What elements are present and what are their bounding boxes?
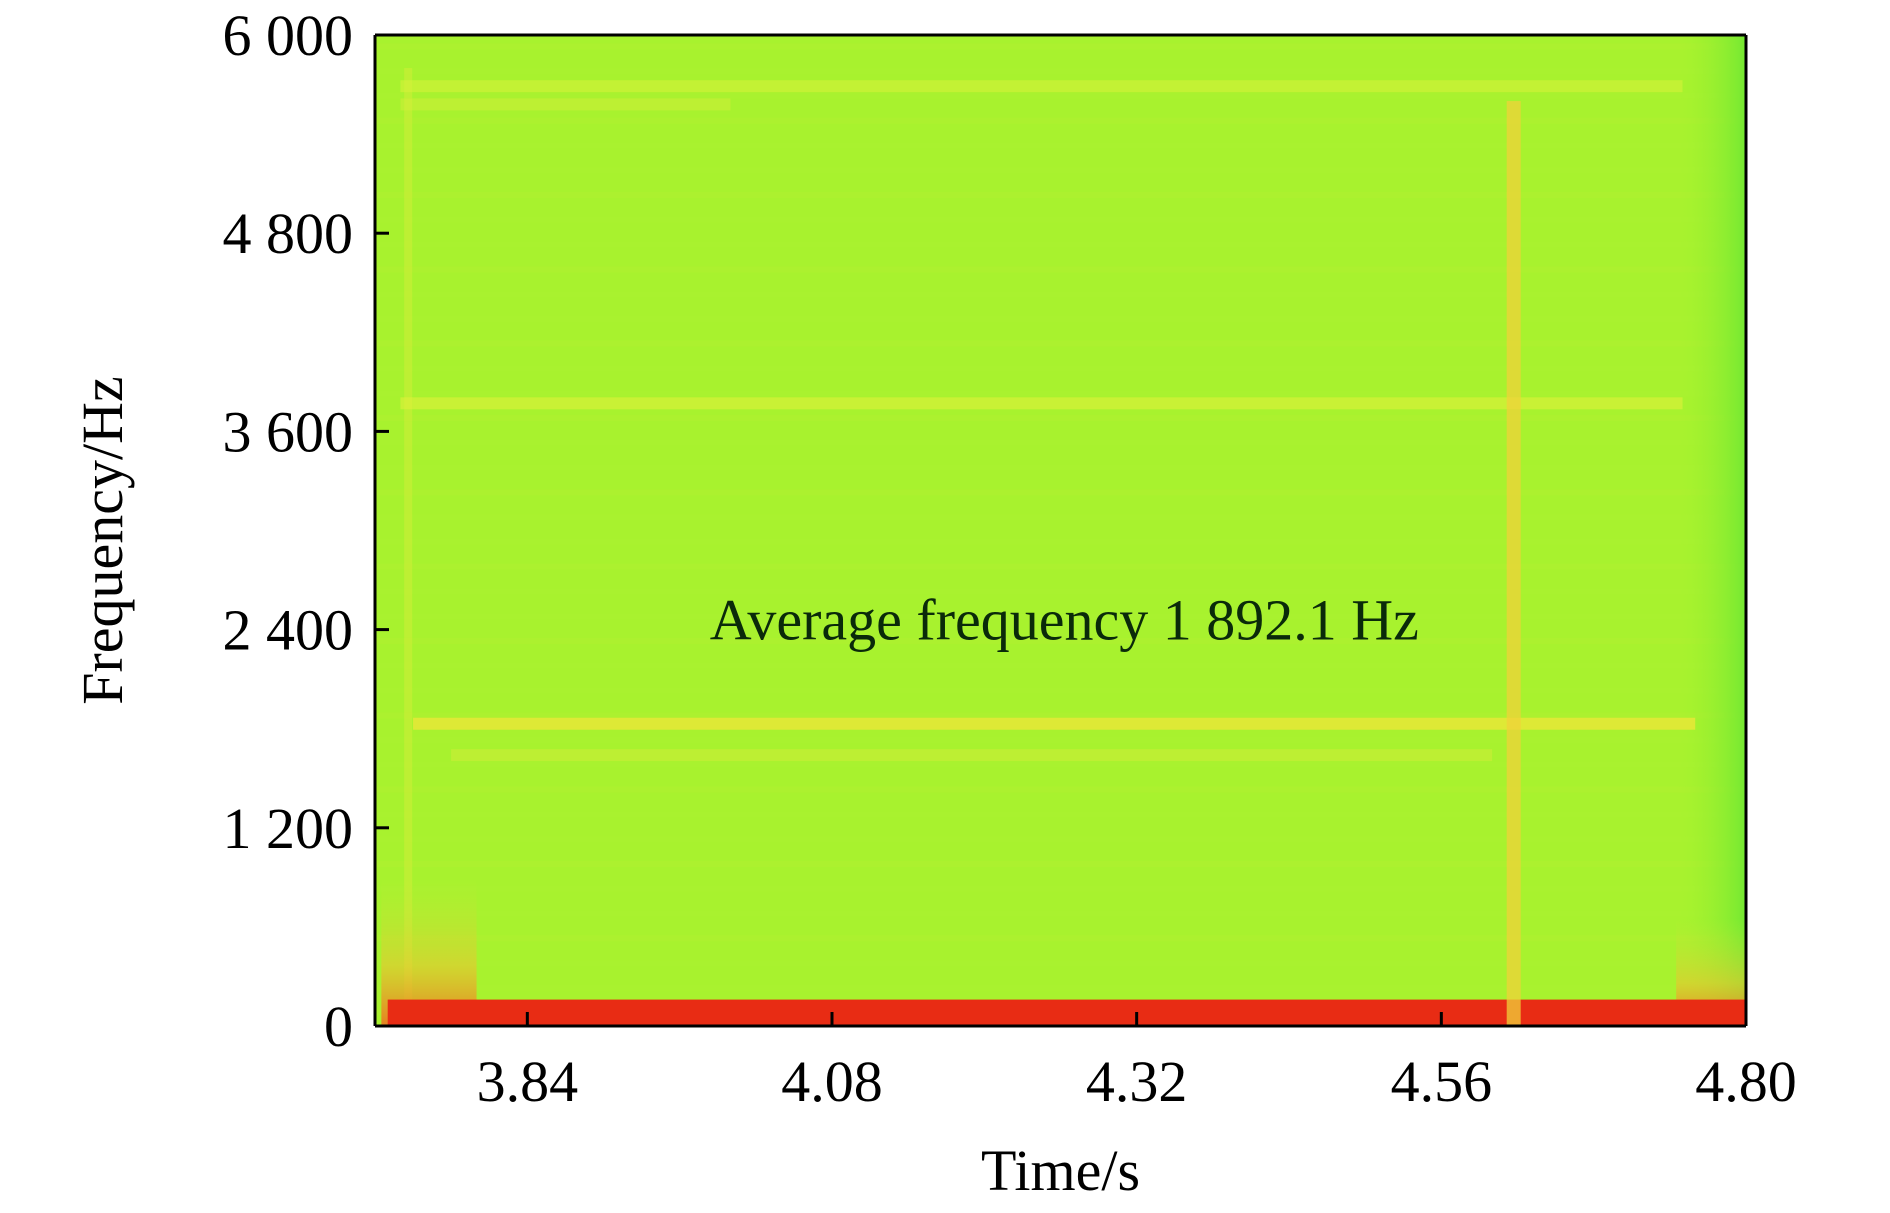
spectrogram-texture <box>375 563 1746 570</box>
spectrogram-texture <box>375 637 1746 644</box>
spectrogram-texture <box>375 811 1746 818</box>
spectrogram-texture <box>375 489 1746 496</box>
spectrogram-texture <box>375 266 1746 273</box>
spectrogram-texture <box>375 439 1746 446</box>
frequency-band <box>387 999 1746 1026</box>
spectrogram-texture <box>375 167 1746 174</box>
spectrogram-texture <box>375 712 1746 719</box>
spectrogram-texture <box>375 538 1746 545</box>
spectrogram-texture <box>375 836 1746 843</box>
y-tick-label: 2 400 <box>223 598 354 663</box>
spectrogram-texture <box>375 885 1746 892</box>
axes <box>373 33 1748 1028</box>
spectrogram-texture <box>375 761 1746 768</box>
spectrogram-texture <box>375 365 1746 372</box>
x-tick-label: 4.56 <box>1391 1049 1493 1114</box>
spectrogram-texture <box>375 910 1746 917</box>
spectrogram-texture <box>375 662 1746 669</box>
spectrogram-texture <box>375 68 1746 75</box>
frequency-band <box>400 397 1683 410</box>
spectrogram-onset-line <box>404 68 413 1027</box>
spectral-bands <box>387 80 1746 1027</box>
spectrogram-texture <box>375 340 1746 347</box>
x-tick-label: 4.32 <box>1086 1049 1188 1114</box>
x-tick-label: 4.08 <box>781 1049 883 1114</box>
frequency-band <box>400 80 1683 93</box>
spectrogram-texture <box>375 415 1746 422</box>
spectrogram-texture <box>375 588 1746 595</box>
average-frequency-annotation: Average frequency 1 892.1 Hz <box>710 587 1419 652</box>
x-tick-label: 3.84 <box>477 1049 579 1114</box>
y-tick-label: 6 000 <box>223 3 354 68</box>
spectrogram-texture <box>375 786 1746 793</box>
frequency-band <box>413 717 1696 730</box>
spectrogram-texture <box>375 315 1746 322</box>
spectrogram-texture <box>375 43 1746 50</box>
y-tick-label: 1 200 <box>223 796 354 861</box>
x-axis-title: Time/s <box>981 1138 1140 1203</box>
spectrogram-texture <box>375 960 1746 967</box>
spectrogram-texture <box>375 241 1746 248</box>
y-tick-label: 0 <box>324 994 353 1059</box>
spectrogram-texture <box>375 291 1746 298</box>
spectrogram-texture <box>375 390 1746 397</box>
spectrogram-texture <box>375 216 1746 223</box>
x-tick-label: 4.80 <box>1695 1049 1797 1114</box>
spectrogram-texture <box>375 613 1746 620</box>
spectrogram-texture <box>375 687 1746 694</box>
frequency-band <box>400 98 731 111</box>
spectrogram-texture <box>375 142 1746 149</box>
spectrogram-texture <box>375 464 1746 471</box>
ticks: 3.84 4.08 4.32 4.56 4.80 0 1 200 2 400 3 600 4 80… <box>223 3 1797 1114</box>
spectrogram-texture <box>375 984 1746 991</box>
plot-area <box>375 35 1746 1027</box>
spectrogram-background <box>375 35 1746 1026</box>
y-tick-label: 3 600 <box>223 399 354 464</box>
frequency-band <box>451 749 1493 762</box>
y-tick-label: 4 800 <box>223 201 354 266</box>
spectrogram-texture <box>375 192 1746 199</box>
spectrogram-edge-shading <box>1676 35 1746 1026</box>
spectrogram-texture <box>375 92 1746 99</box>
spectrogram-texture <box>375 514 1746 521</box>
spectrogram-texture <box>375 737 1746 744</box>
y-axis-title: Frequency/Hz <box>70 376 135 705</box>
spectrogram-texture <box>375 117 1746 124</box>
spectrogram-texture <box>375 860 1746 867</box>
spectrogram-texture <box>375 935 1746 942</box>
time-band <box>1506 101 1521 1027</box>
